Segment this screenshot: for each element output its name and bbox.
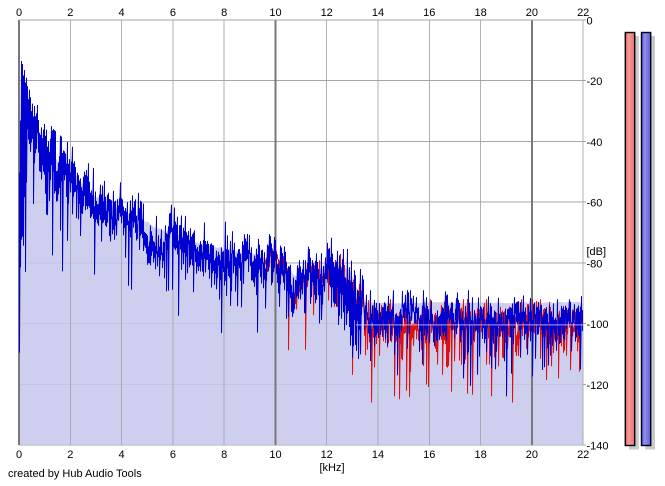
svg-text:8: 8 xyxy=(221,7,227,19)
svg-text:10: 10 xyxy=(269,7,281,19)
svg-text:18: 18 xyxy=(474,449,486,461)
svg-text:22: 22 xyxy=(577,449,589,461)
svg-text:12: 12 xyxy=(321,7,333,19)
svg-text:4: 4 xyxy=(119,449,125,461)
svg-text:[kHz]: [kHz] xyxy=(319,462,344,474)
svg-text:12: 12 xyxy=(321,449,333,461)
svg-text:4: 4 xyxy=(119,7,125,19)
svg-text:18: 18 xyxy=(474,7,486,19)
svg-text:0: 0 xyxy=(587,16,593,28)
svg-text:8: 8 xyxy=(221,449,227,461)
svg-text:0: 0 xyxy=(16,7,22,19)
svg-text:-20: -20 xyxy=(587,76,603,88)
svg-text:16: 16 xyxy=(423,449,435,461)
svg-text:-40: -40 xyxy=(587,137,603,149)
svg-text:[dB]: [dB] xyxy=(587,246,607,258)
svg-text:6: 6 xyxy=(170,7,176,19)
svg-text:16: 16 xyxy=(423,7,435,19)
svg-text:-60: -60 xyxy=(587,198,603,210)
svg-text:-100: -100 xyxy=(587,319,609,331)
svg-text:6: 6 xyxy=(170,449,176,461)
svg-text:created by Hub Audio Tools: created by Hub Audio Tools xyxy=(8,468,142,480)
svg-text:-120: -120 xyxy=(587,380,609,392)
svg-text:-140: -140 xyxy=(587,441,609,453)
svg-text:14: 14 xyxy=(372,449,384,461)
svg-text:20: 20 xyxy=(526,449,538,461)
svg-text:10: 10 xyxy=(269,449,281,461)
svg-text:-80: -80 xyxy=(587,258,603,270)
svg-text:0: 0 xyxy=(16,449,22,461)
svg-text:2: 2 xyxy=(67,7,73,19)
svg-text:14: 14 xyxy=(372,7,384,19)
svg-text:20: 20 xyxy=(526,7,538,19)
svg-text:22: 22 xyxy=(577,7,589,19)
svg-text:2: 2 xyxy=(67,449,73,461)
